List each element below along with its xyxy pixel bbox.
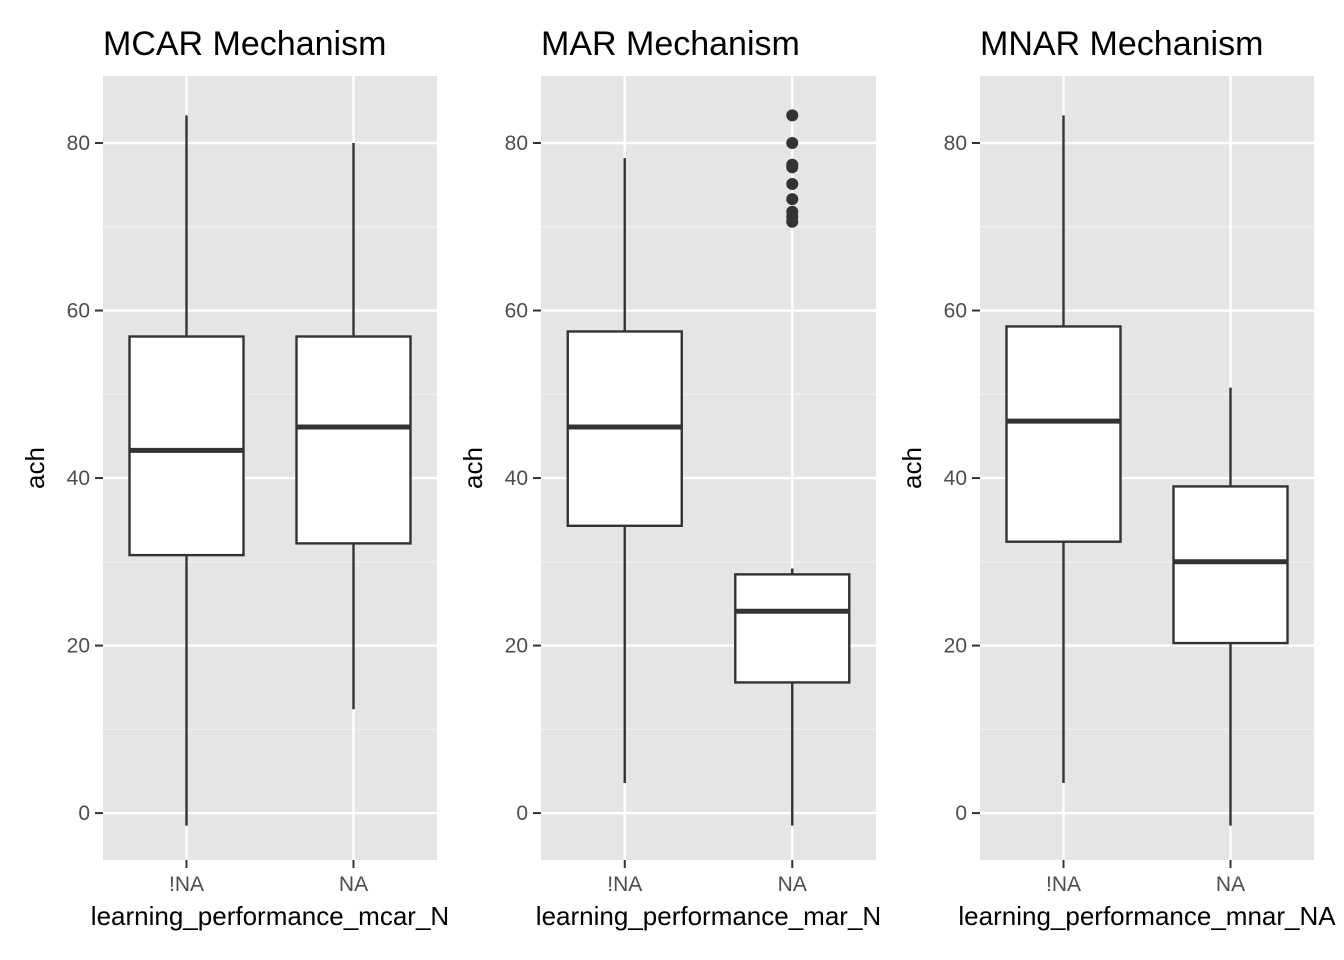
- box-iqr: [295, 335, 412, 545]
- outlier-point: [786, 178, 799, 191]
- x-axis-title: learning_performance_mcar_N: [91, 901, 449, 931]
- y-tick-label: 0: [955, 802, 967, 825]
- chart-title: MAR Mechanism: [541, 25, 800, 63]
- x-tick-label: !NA: [1046, 873, 1081, 896]
- y-tick-label: 20: [944, 635, 967, 658]
- y-axis-title: ach: [20, 447, 50, 489]
- outlier-point: [786, 193, 799, 206]
- y-tick-label: 60: [505, 300, 528, 323]
- box-iqr: [734, 573, 851, 684]
- y-tick-label: 0: [78, 802, 90, 825]
- x-axis-title: learning_performance_mnar_NA: [958, 901, 1336, 931]
- y-tick-label: 20: [67, 635, 90, 658]
- y-tick-label: 80: [67, 132, 90, 155]
- x-tick-label: !NA: [607, 873, 642, 896]
- chart-panel: 0 20 40 60 80 !NA NA MAR Mechanism learning_perf…: [458, 25, 881, 931]
- chart-panel: 0 20 40 60 80 !NA NA MCAR Mechanism learning_per…: [20, 25, 449, 931]
- chart-title: MCAR Mechanism: [103, 25, 386, 63]
- x-tick-label: !NA: [169, 873, 204, 896]
- outlier-point: [786, 158, 799, 171]
- outlier-point: [786, 109, 799, 122]
- y-tick-label: 60: [67, 300, 90, 323]
- y-tick-label: 40: [944, 467, 967, 490]
- chart-panel: 0 20 40 60 80 !NA NA MNAR Mechanism learning_per…: [897, 25, 1336, 931]
- y-tick-label: 20: [505, 635, 528, 658]
- x-tick-label: NA: [778, 873, 807, 896]
- chart-title: MNAR Mechanism: [980, 25, 1263, 63]
- box-iqr: [1005, 325, 1122, 543]
- x-tick-label: NA: [1216, 873, 1245, 896]
- y-tick-label: 40: [505, 467, 528, 490]
- x-tick-label: NA: [339, 873, 368, 896]
- outlier-point: [786, 137, 799, 150]
- y-axis-title: ach: [458, 447, 488, 489]
- outlier-point: [786, 205, 799, 218]
- y-tick-label: 0: [516, 802, 528, 825]
- y-axis-title: ach: [897, 447, 927, 489]
- x-axis-title: learning_performance_mar_N: [536, 901, 881, 931]
- y-tick-label: 40: [67, 467, 90, 490]
- box-iqr: [128, 335, 245, 557]
- y-tick-label: 80: [505, 132, 528, 155]
- box-iqr: [1172, 485, 1289, 645]
- y-tick-label: 60: [944, 300, 967, 323]
- y-tick-label: 80: [944, 132, 967, 155]
